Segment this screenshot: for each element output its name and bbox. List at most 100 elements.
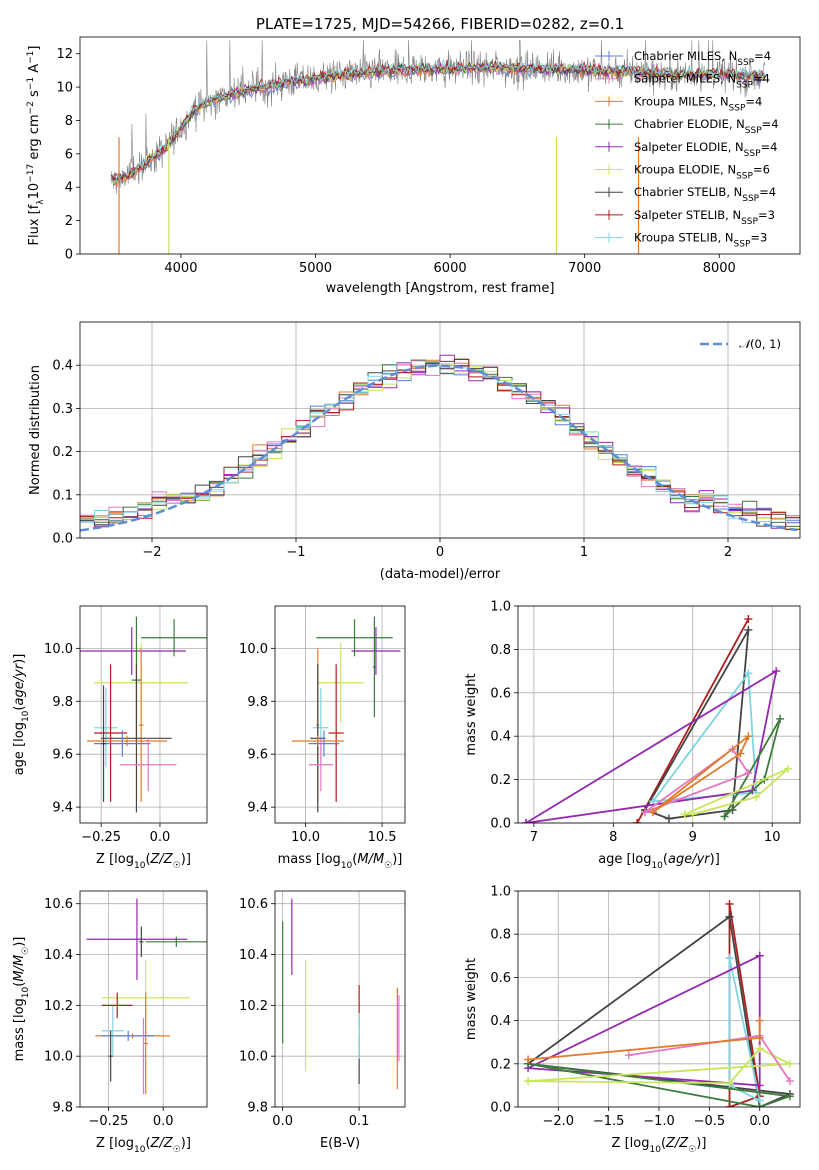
y-tick-label: 0 — [65, 248, 73, 263]
y-axis-label: mass weight — [464, 958, 479, 1040]
y-tick-label: 9.8 — [247, 695, 268, 710]
y-tick-label: 0.3 — [52, 402, 73, 417]
axes-frame — [517, 890, 801, 1108]
y-tick-label: 0.6 — [490, 971, 511, 986]
y-tick-label: 1.0 — [490, 600, 511, 615]
y-tick-label: 0.0 — [490, 817, 511, 832]
y-tick-label: 10.0 — [239, 1050, 268, 1065]
x-axis-label: mass [log10(M/M☉)] — [278, 852, 403, 871]
x-tick-label: 10.0 — [291, 830, 320, 845]
weight-line — [527, 1062, 791, 1107]
x-tick-label: 0 — [436, 545, 444, 560]
plot-area-mass_vs_EBV — [282, 898, 400, 1090]
y-tick-label: 8 — [65, 114, 73, 129]
y-tick-label: 10.6 — [44, 897, 73, 912]
panel-mass_vs_EBV: 0.0 0.1 9.8 10.0 10.2 10.4 10.6 — [239, 890, 406, 1129]
y-axis-label: age [log10(age/yr)] — [12, 654, 31, 776]
x-tick-label: −0.25 — [81, 830, 121, 845]
x-tick-label: 0.0 — [150, 830, 171, 845]
axes-frame — [274, 890, 406, 1108]
legend-entry: Chabrier STELIB, NSSP=4 — [634, 185, 776, 204]
x-tick-label: 0.1 — [349, 1114, 370, 1129]
y-tick-label: 9.4 — [247, 801, 268, 816]
plot-area-massweight_vs_age — [521, 615, 793, 823]
weight-line — [644, 747, 750, 813]
x-axis-label: Z [log10(Z/Z☉)] — [96, 1136, 191, 1155]
x-axis-label: wavelength [Angstrom, rest frame] — [326, 281, 555, 296]
y-tick-label: 0.2 — [52, 445, 73, 460]
x-axis-label: (data-model)/error — [380, 567, 501, 582]
x-tick-label: 7 — [530, 830, 538, 845]
y-tick-label: 0.8 — [490, 928, 511, 943]
panel-mass_vs_Z: −0.25 0.0 9.8 10.0 10.2 10.4 10.6 Z [log10(Z/Z☉… — [12, 890, 208, 1155]
plot-area-residuals — [80, 354, 800, 532]
x-axis-label: age [log10(age/yr)] — [598, 852, 720, 871]
plot-area-age_vs_mass — [291, 616, 401, 813]
axes-frame — [79, 605, 208, 824]
legend-entry: 𝒩(0, 1) — [739, 337, 781, 351]
model-spectrum-line — [110, 58, 766, 183]
panel-age_vs_Z: −0.25 0.0 9.4 9.6 9.8 10.0 Z [log10(Z/Z☉)] age … — [12, 605, 208, 871]
y-tick-label: 9.6 — [52, 748, 73, 763]
x-axis-label: Z [log10(Z/Z☉)] — [612, 1136, 707, 1155]
x-tick-label: −0.5 — [694, 1114, 726, 1129]
residual-histogram — [80, 354, 800, 529]
panel-massweight_vs_Z: −2.0 −1.5 −1.0 −0.5 0.0 0.0 0.2 0.4 0.6 0.8 1.0 Z [… — [464, 885, 801, 1155]
x-tick-label: −1.5 — [593, 1114, 625, 1129]
weight-line — [652, 735, 750, 813]
panel-age_vs_mass: 10.0 10.5 9.4 9.6 9.8 10.0 mass [log10(M/M☉)] — [239, 605, 406, 871]
x-tick-label: 1 — [580, 545, 588, 560]
legend-entry: Salpeter ELODIE, NSSP=4 — [634, 140, 777, 159]
y-tick-label: 10.4 — [44, 948, 73, 963]
y-tick-label: 1.0 — [490, 885, 511, 900]
weight-line — [723, 718, 781, 818]
y-tick-label: 0.4 — [52, 359, 73, 374]
weight-line — [728, 957, 761, 1103]
y-tick-label: 10.0 — [44, 1050, 73, 1065]
x-tick-label: 10.5 — [368, 830, 397, 845]
axes-frame — [79, 36, 801, 255]
x-axis-label: Z [log10(Z/Z☉)] — [96, 852, 191, 871]
plot-area-massweight_vs_Z — [524, 899, 794, 1107]
x-tick-label: 10 — [764, 830, 781, 845]
y-tick-label: 10.0 — [239, 642, 268, 657]
y-tick-label: 9.8 — [52, 695, 73, 710]
x-tick-label: −2 — [142, 545, 161, 560]
axes-frame — [79, 321, 801, 539]
y-axis-label: mass [log10(M/M☉)] — [12, 937, 31, 1062]
y-tick-label: 10.6 — [239, 897, 268, 912]
x-tick-label: 2 — [724, 545, 732, 560]
panel-massweight_vs_age: 7 8 9 10 0.0 0.2 0.4 0.6 0.8 1.0 age [log10(age/yr… — [464, 600, 801, 871]
y-tick-label: 0.0 — [490, 1101, 511, 1116]
figure-title: PLATE=1725, MJD=54266, FIBERID=0282, z=0… — [256, 15, 624, 33]
x-tick-label: 4000 — [164, 261, 197, 276]
legend-entry: Kroupa ELODIE, NSSP=6 — [634, 163, 770, 182]
plot-area-age_vs_Z — [80, 616, 207, 813]
y-tick-label: 10 — [56, 81, 73, 96]
x-tick-label: 9 — [689, 830, 697, 845]
x-axis-label: E(B-V) — [320, 1136, 360, 1151]
x-tick-label: 7000 — [568, 261, 601, 276]
y-tick-label: 0.4 — [490, 1014, 511, 1029]
y-tick-label: 0.4 — [490, 730, 511, 745]
y-tick-label: 6 — [65, 147, 73, 162]
plot-area-spectrum — [110, 40, 766, 254]
x-tick-label: −1.0 — [643, 1114, 675, 1129]
x-tick-label: 8000 — [703, 261, 736, 276]
y-tick-label: 12 — [56, 47, 73, 62]
x-tick-label: −1 — [286, 545, 305, 560]
axes-frame — [274, 605, 406, 824]
legend-entry: Kroupa STELIB, NSSP=3 — [634, 231, 767, 250]
legend-entry: Chabrier MILES, NSSP=4 — [634, 49, 771, 68]
model-spectrum-line — [110, 61, 766, 186]
plot-area-mass_vs_Z — [86, 898, 207, 1095]
legend-entry: Kroupa MILES, NSSP=4 — [634, 94, 762, 113]
residual-histogram — [80, 360, 800, 524]
y-tick-label: 0.1 — [52, 488, 73, 503]
y-tick-label: 4 — [65, 181, 73, 196]
y-tick-label: 0.2 — [490, 1057, 511, 1072]
y-tick-label: 9.8 — [52, 1101, 73, 1116]
y-tick-label: 0.2 — [490, 773, 511, 788]
y-tick-label: 10.4 — [239, 948, 268, 963]
y-tick-label: 9.8 — [247, 1101, 268, 1116]
